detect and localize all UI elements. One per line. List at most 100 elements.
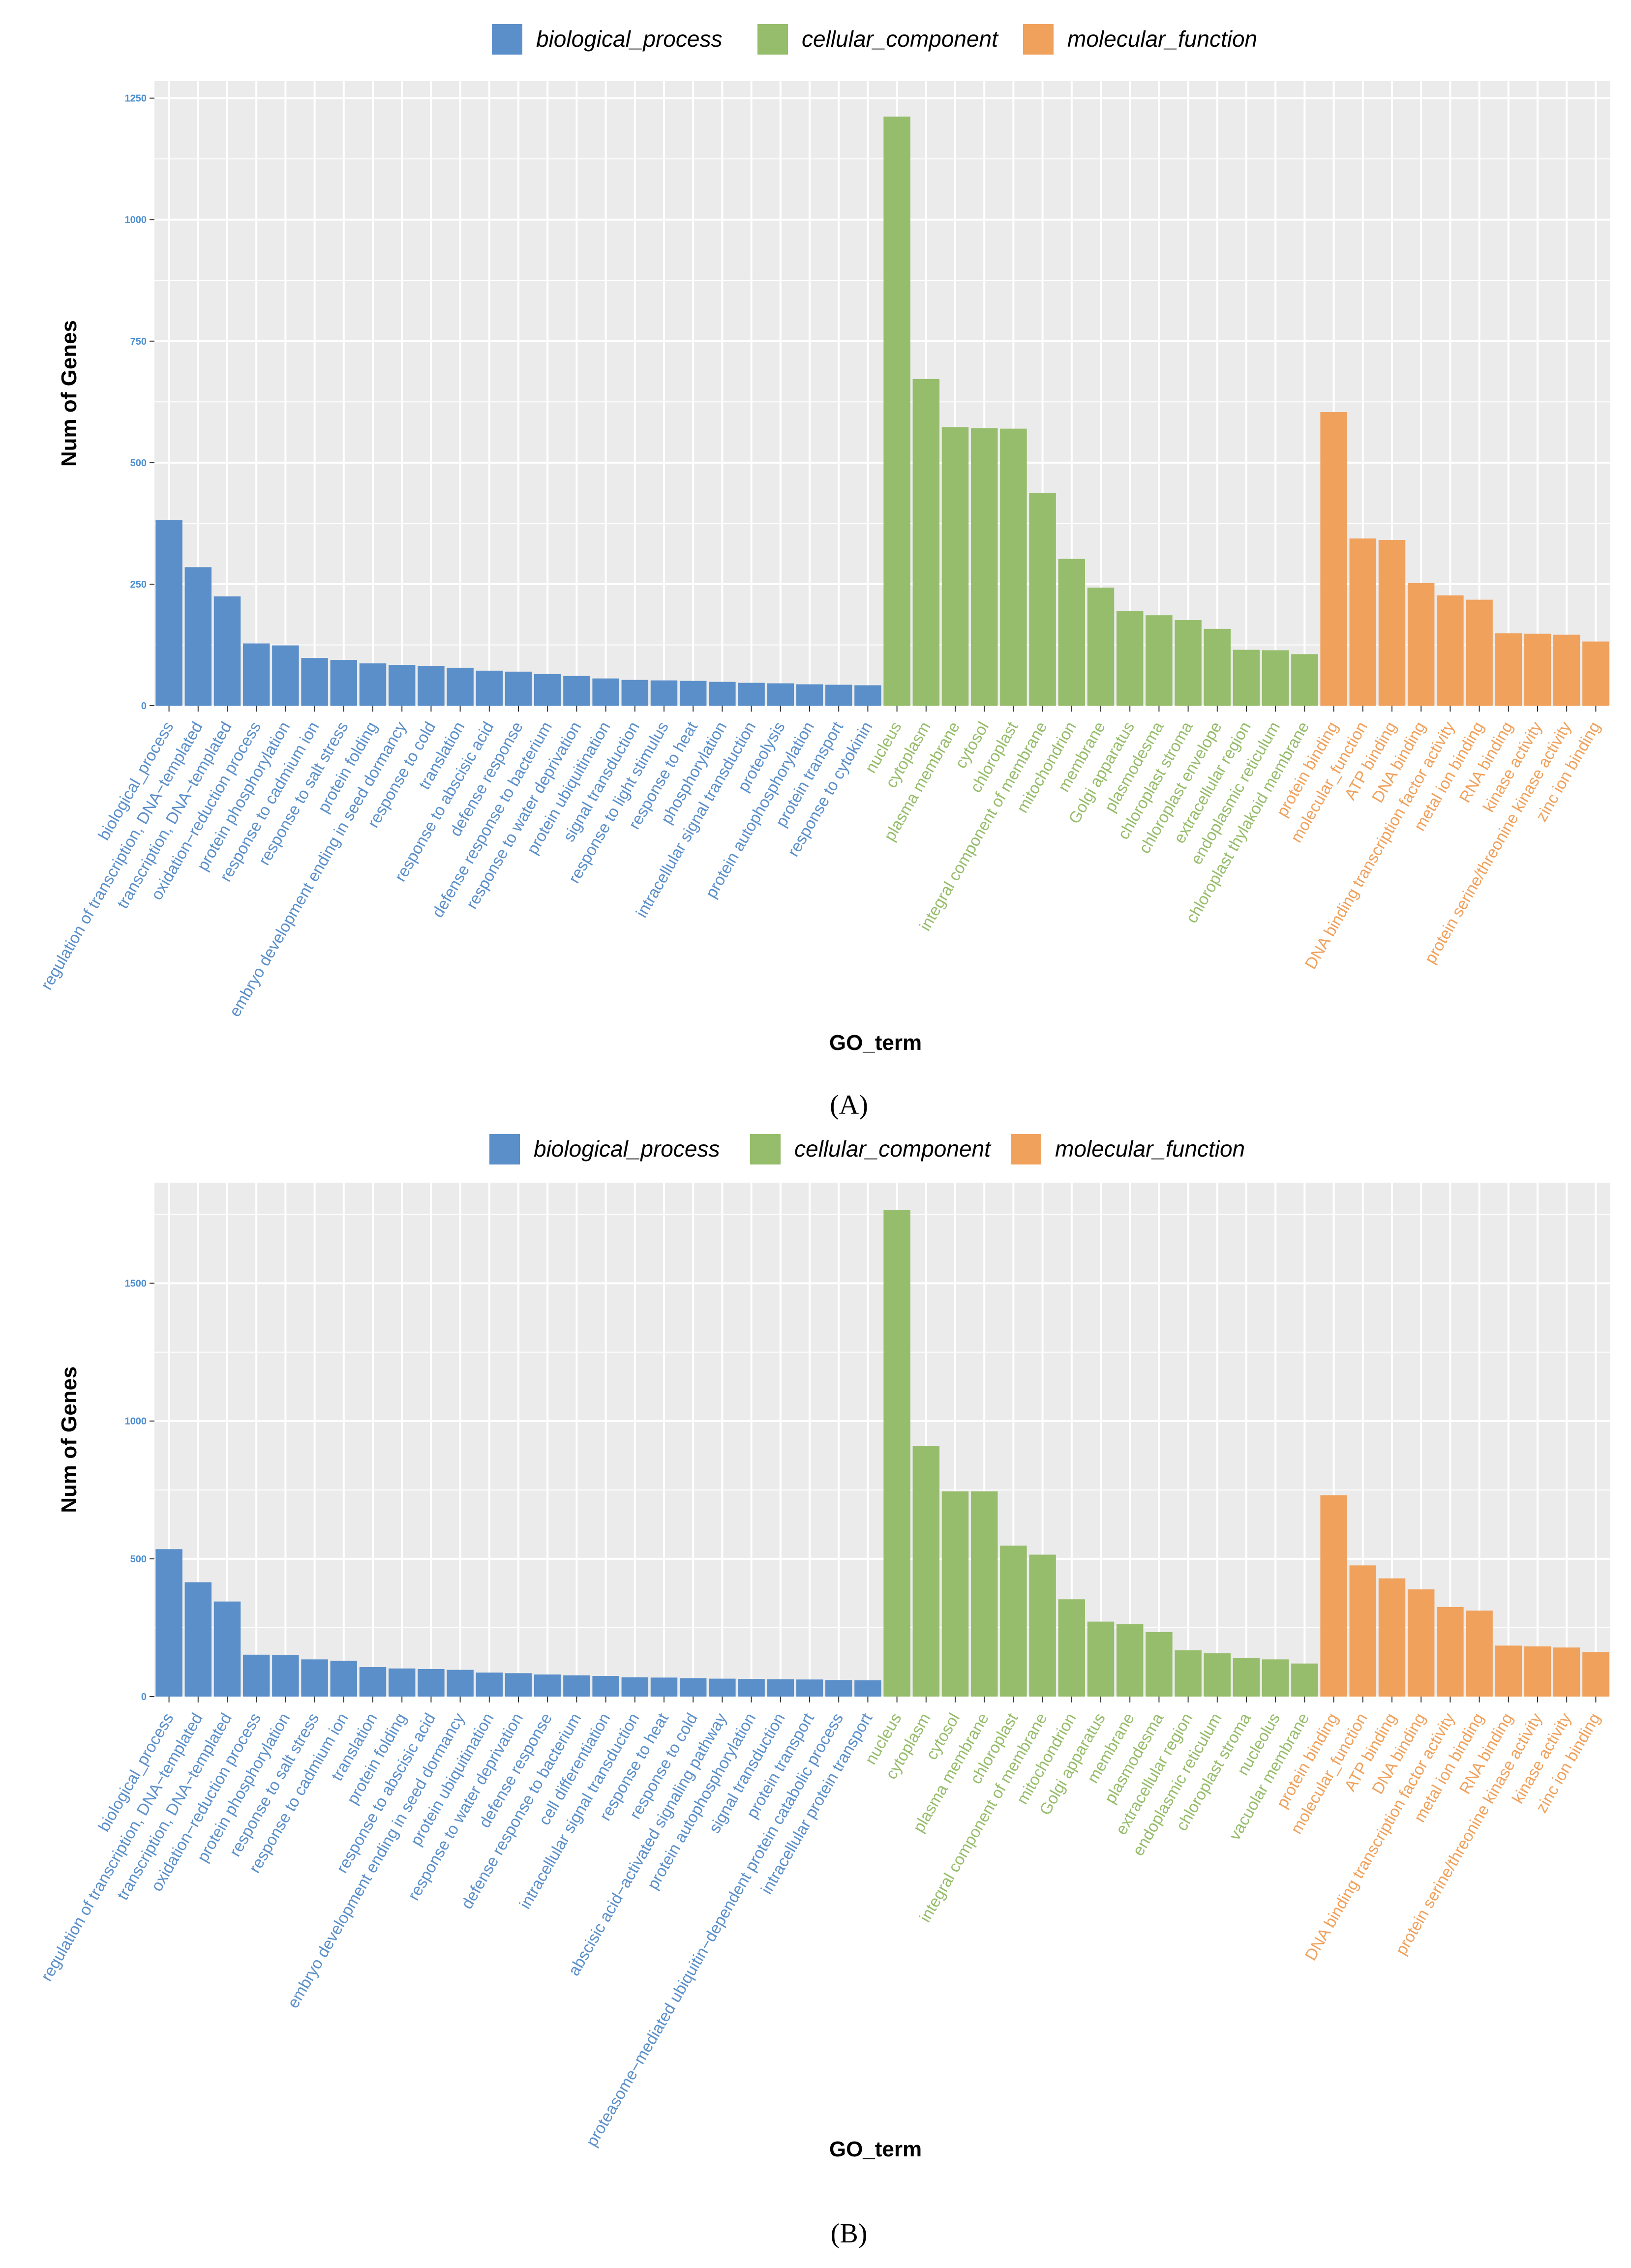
x-axis-title: GO_term: [829, 1031, 922, 1055]
bar-golgi-apparatus: [1087, 1621, 1115, 1697]
bar-proteasome-mediated-ubiquitin-dependent-protein-catabolic-process: [825, 1680, 852, 1697]
bar-cytoplasm: [912, 379, 940, 706]
bar-dna-binding: [1407, 583, 1435, 706]
bar-membrane: [1116, 1624, 1144, 1697]
y-tick-label: 0: [141, 1692, 147, 1702]
bar-response-to-cold: [679, 1678, 707, 1697]
bar-endoplasmic-reticulum: [1262, 650, 1289, 706]
bar-dna-binding-transcription-factor-activity: [1437, 595, 1464, 706]
bar-extracellular-region: [1233, 650, 1260, 706]
y-axis-title: Num of Genes: [57, 1366, 81, 1513]
bar-zinc-ion-binding: [1582, 641, 1609, 706]
y-tick-label: 1500: [125, 1279, 147, 1289]
bar-chloroplast-thylakoid-membrane: [1291, 654, 1318, 706]
bar-plasmodesma: [1146, 615, 1173, 706]
bar-metal-ion-binding: [1466, 1611, 1493, 1697]
y-tick-label: 0: [141, 701, 147, 712]
bar-mitochondrion: [1058, 559, 1086, 706]
bar-regulation-of-transcription-dna-templated: [184, 1582, 212, 1697]
bar-transcription-dna-templated: [213, 1601, 241, 1697]
bar-oxidation-reduction-process: [242, 643, 270, 706]
chart-panel-a: biological_process cellular_component mole…: [37, 24, 1610, 1120]
bar-response-to-cadmium-ion: [301, 658, 328, 706]
legend-swatch-molecular-function: [1011, 1134, 1041, 1164]
bar-chloroplast: [1000, 1545, 1027, 1697]
bar-integral-component-of-membrane: [1029, 493, 1056, 706]
bar-chloroplast-stroma: [1175, 620, 1202, 706]
legend-swatch-cellular-component: [750, 1134, 781, 1164]
bar-dna-binding: [1407, 1589, 1435, 1697]
bar-oxidation-reduction-process: [242, 1654, 270, 1697]
chart-panel-b: biological_process cellular_component mole…: [37, 1134, 1610, 2249]
bar-response-to-cytokinin: [854, 685, 881, 706]
bar-biological-process: [155, 520, 182, 706]
bar-embryo-development-ending-in-seed-dormancy: [388, 664, 416, 706]
legend-swatch-biological-process: [489, 1134, 520, 1164]
bar-protein-autophosphorylation: [796, 684, 823, 706]
bar-kinase-activity: [1553, 1647, 1580, 1697]
bar-rna-binding: [1495, 1645, 1522, 1697]
y-axis-title: Num of Genes: [57, 320, 81, 467]
bar-protein-binding: [1320, 1495, 1347, 1697]
bar-cell-differentiation: [592, 1675, 619, 1697]
bar-chloroplast-envelope: [1204, 628, 1231, 706]
bar-extracellular-region: [1175, 1650, 1202, 1697]
bar-protein-phosphorylation: [272, 1655, 299, 1697]
bar-intracellular-signal-transduction: [621, 1677, 649, 1697]
bar-protein-autophosphorylation: [738, 1679, 765, 1697]
bar-endoplasmic-reticulum: [1204, 1653, 1231, 1697]
bar-response-to-heat: [679, 681, 707, 706]
bar-protein-folding: [359, 663, 387, 706]
bar-response-to-cold: [418, 665, 445, 706]
bar-chloroplast: [1000, 428, 1027, 706]
panel-label: (B): [831, 2218, 868, 2249]
bar-signal-transduction: [767, 1679, 794, 1697]
bar-regulation-of-transcription-dna-templated: [184, 567, 212, 706]
bar-proteolysis: [767, 683, 794, 706]
bar-cytosol: [970, 428, 998, 706]
bar-kinase-activity: [1524, 633, 1551, 706]
bar-response-to-cadmium-ion: [330, 1661, 358, 1697]
bar-response-to-water-deprivation: [563, 676, 590, 706]
bar-phosphorylation: [709, 682, 736, 706]
bar-metal-ion-binding: [1466, 599, 1493, 706]
legend-label-cellular-component: cellular_component: [802, 26, 999, 52]
y-tick-label: 1000: [125, 1416, 147, 1427]
y-tick-label: 500: [130, 1554, 147, 1565]
bar-atp-binding: [1378, 1578, 1406, 1697]
bar-response-to-salt-stress: [301, 1659, 328, 1697]
bar-protein-serine-threonine-kinase-activity: [1553, 634, 1580, 706]
bar-vacuolar-membrane: [1291, 1663, 1318, 1697]
bar-protein-binding: [1320, 412, 1347, 706]
bar-intracellular-protein-transport: [854, 1680, 881, 1697]
bar-embryo-development-ending-in-seed-dormancy: [447, 1670, 474, 1697]
bar-mitochondrion: [1058, 1599, 1086, 1697]
bar-plasma-membrane: [941, 427, 969, 706]
legend-swatch-cellular-component: [757, 24, 788, 55]
bar-protein-transport: [796, 1679, 823, 1697]
bar-protein-serine-threonine-kinase-activity: [1524, 1646, 1551, 1697]
bar-response-to-water-deprivation: [505, 1673, 532, 1697]
legend-label-biological-process: biological_process: [534, 1136, 720, 1162]
bar-transcription-dna-templated: [213, 596, 241, 706]
bar-nucleus: [883, 1210, 910, 1697]
bar-protein-phosphorylation: [272, 645, 299, 706]
bar-defense-response-to-bacterium: [534, 674, 561, 706]
bar-response-to-light-stimulus: [650, 680, 678, 706]
legend-label-molecular-function: molecular_function: [1067, 26, 1257, 52]
bar-protein-folding: [388, 1668, 416, 1697]
y-tick-label: 250: [130, 579, 147, 590]
bar-membrane: [1087, 587, 1115, 706]
bar-molecular-function: [1349, 538, 1377, 706]
bar-defense-response: [534, 1674, 561, 1697]
bar-response-to-heat: [650, 1677, 678, 1697]
bar-plasmodesma: [1146, 1632, 1173, 1697]
bar-defense-response: [505, 671, 532, 706]
bar-response-to-salt-stress: [330, 660, 358, 706]
panel-label: (A): [830, 1090, 868, 1120]
legend-swatch-molecular-function: [1023, 24, 1054, 55]
bar-protein-transport: [825, 685, 852, 706]
bar-chloroplast-stroma: [1233, 1658, 1260, 1697]
y-tick-label: 1000: [125, 215, 147, 226]
legend-label-biological-process: biological_process: [536, 26, 722, 52]
